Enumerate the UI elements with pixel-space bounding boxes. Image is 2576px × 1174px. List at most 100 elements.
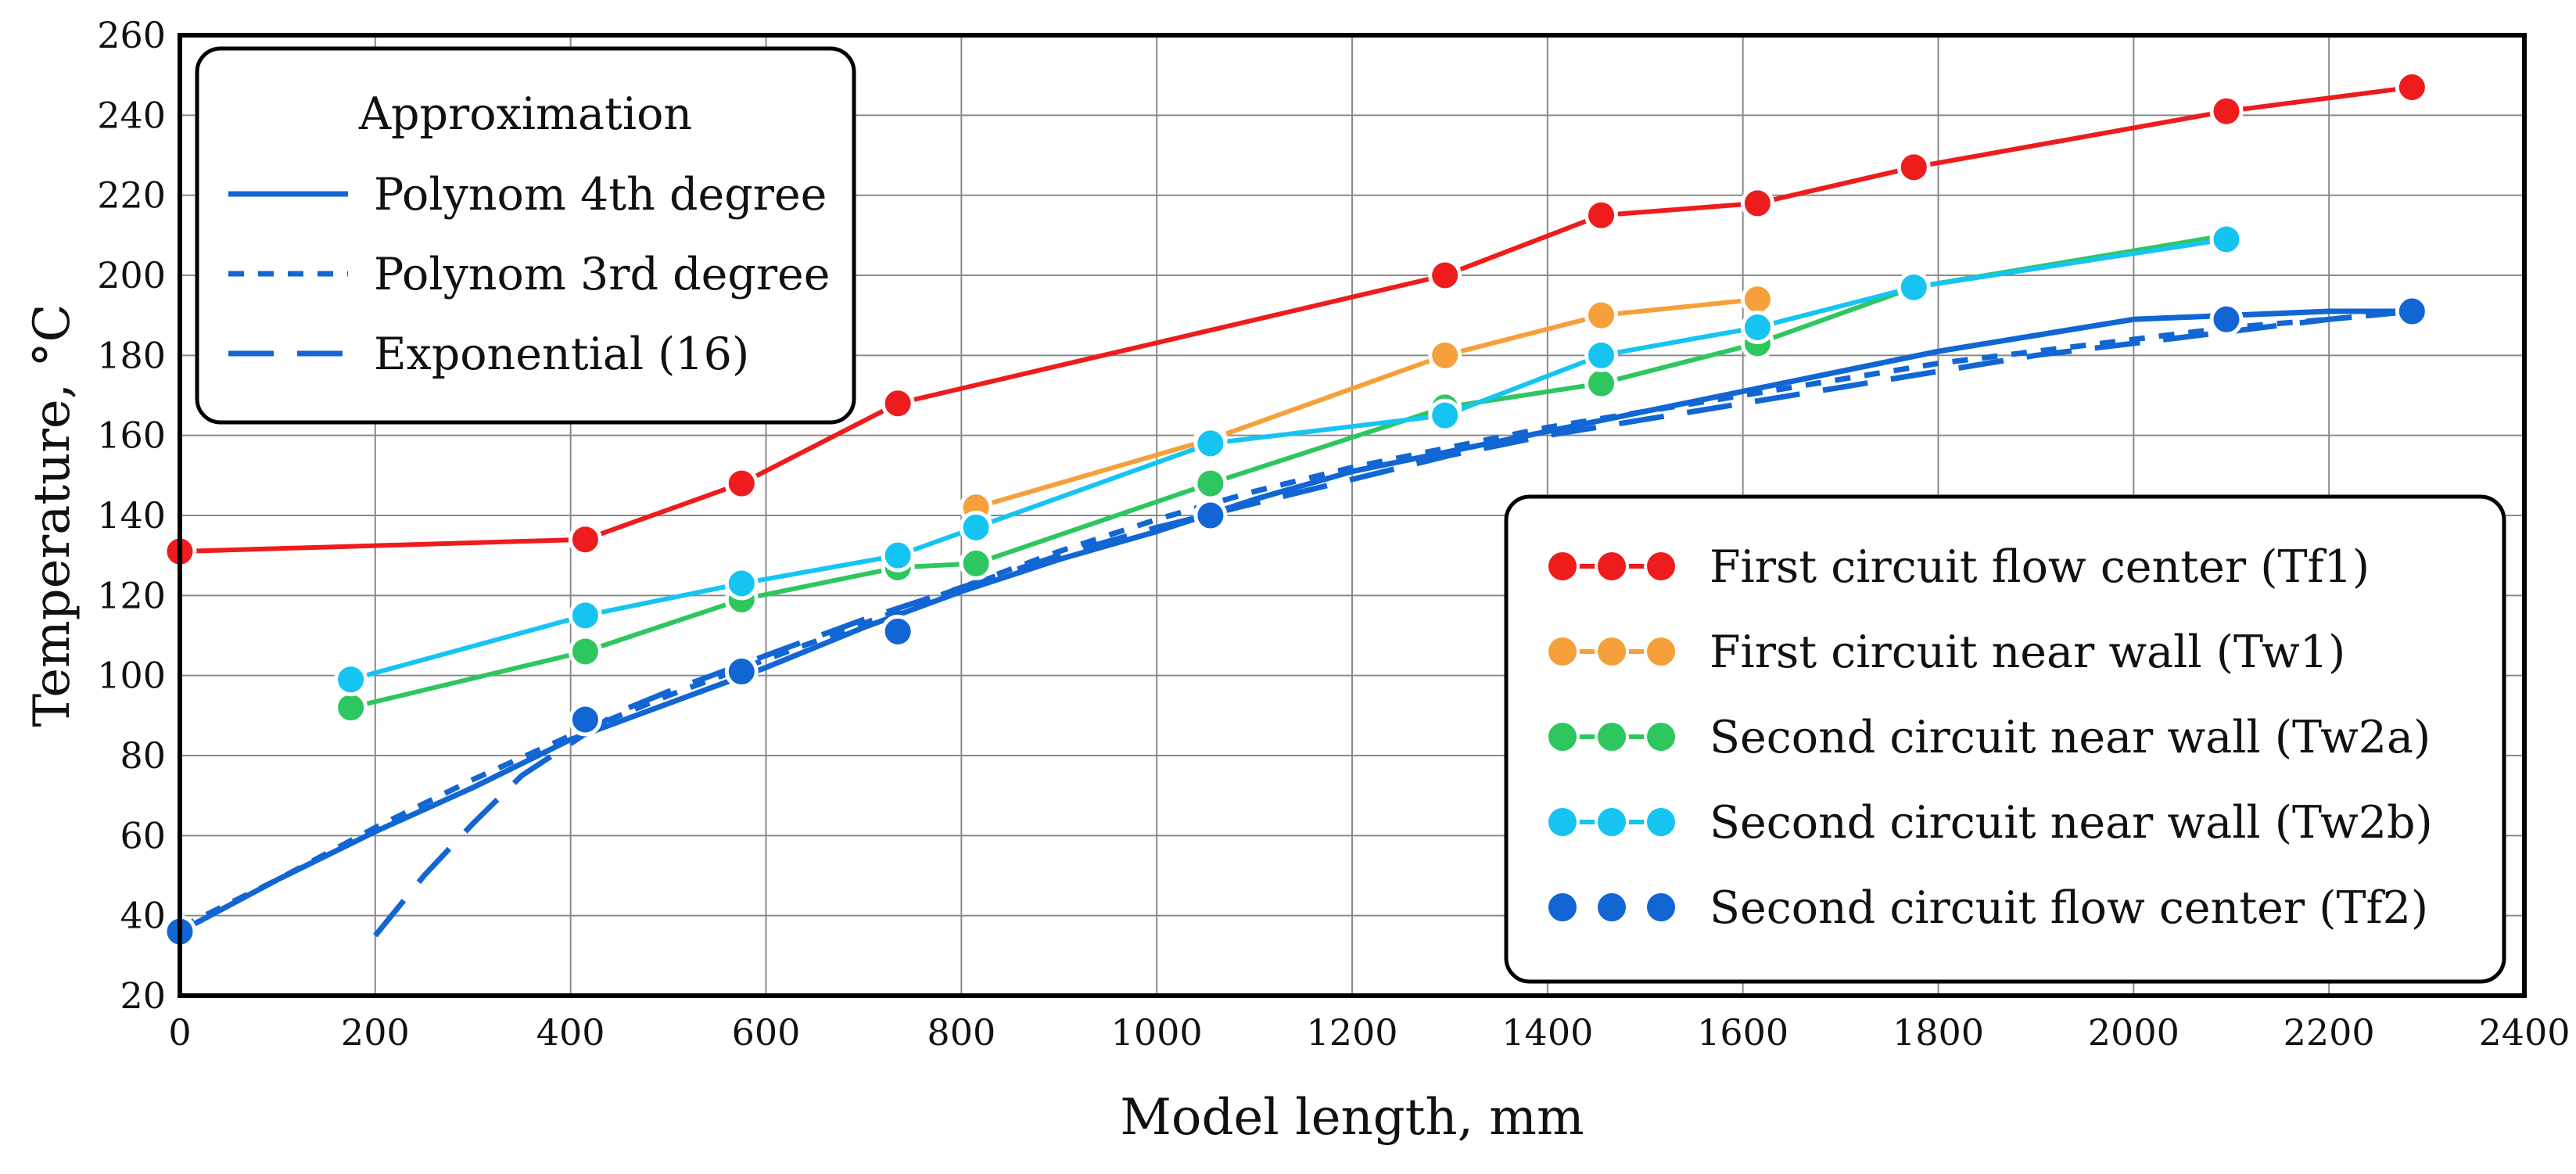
legend-swatch-marker [1595,549,1629,583]
x-tick-label: 1400 [1501,1011,1593,1054]
y-tick-label: 60 [120,814,166,856]
x-tick-labels: 0 200 400 600 800 1000 1200 1400 1600 1800 2000 220… [168,1011,2570,1054]
y-tick-label: 40 [120,895,166,937]
x-tick-label: 1800 [1893,1011,1984,1054]
approximation-legend-box [195,46,856,425]
series-legend-label: Second circuit near wall (Tw2a) [1710,712,2431,763]
legend-swatch-marker [1545,890,1580,924]
data-point [1896,270,1931,304]
legend-swatch-marker [1595,890,1629,924]
x-tick-label: 1200 [1306,1011,1397,1054]
plot-frame [178,33,2527,998]
data-point [334,662,368,697]
data-point [724,566,759,601]
data-point [959,510,993,544]
y-tick-label: 200 [97,254,166,296]
y-tick-label: 100 [97,655,166,697]
legend-swatch-marker [1644,720,1678,754]
legend-swatch-marker [1644,890,1678,924]
x-tick-label: 0 [168,1011,191,1054]
data-point [2209,222,2244,257]
data-point [1428,398,1462,433]
data-point [568,522,602,557]
approximation-curve-long-dash [373,308,2413,938]
x-tick-label: 2400 [2478,1011,2570,1054]
data-point [881,538,915,573]
data-point [334,691,368,725]
y-axis-title: Temperature, °C [23,304,81,727]
x-tick-label: 2200 [2284,1011,2375,1054]
data-point [1428,338,1462,372]
y-tick-label: 20 [120,975,166,1017]
data-point [881,386,915,421]
legend-swatch-marker [1595,634,1629,669]
approximation-legend-label: Exponential (16) [374,329,749,380]
legend-swatch-marker [1644,805,1678,839]
y-tick-label: 220 [97,174,166,217]
y-tick-labels: 20 40 60 80 100 120 140 160 180 200 220 240 260 [97,14,166,1017]
data-point [2209,94,2244,128]
x-axis-title: Model length, mm [1120,1089,1584,1147]
y-tick-label: 160 [97,415,166,457]
series-legend: First circuit flow center (Tf1) First cir… [1504,494,2506,984]
approximation-curve-solid [178,308,2413,935]
x-tick-label: 1000 [1111,1011,1203,1054]
series-legend-label: Second circuit near wall (Tw2b) [1710,797,2433,849]
approximation-lines [178,308,2413,938]
x-tick-label: 2000 [2088,1011,2180,1054]
y-tick-label: 260 [97,14,166,56]
legend-swatch-marker [1595,805,1629,839]
data-point [1193,466,1228,501]
legend-swatch-marker [1545,634,1580,669]
data-point [1584,198,1619,232]
legend-swatch-marker [1595,720,1629,754]
series-legend-label: Second circuit flow center (Tf2) [1710,882,2428,934]
x-tick-label: 400 [536,1011,605,1054]
data-point [568,598,602,633]
approximation-curve-short-dash [178,308,2413,931]
approximation-legend-label: Polynom 3rd degree [374,249,831,300]
data-point [1896,150,1931,185]
data-point [1428,258,1462,293]
series-legend-label: First circuit flow center (Tf1) [1710,541,2370,593]
data-point [568,634,602,669]
data-point [2209,302,2244,336]
legend-swatch-marker [1545,549,1580,583]
data-point [1193,426,1228,461]
series-markers [163,70,2429,949]
data-point [1740,282,1774,317]
data-point [2395,294,2429,329]
approximation-legend-title: Approximation [358,88,692,140]
data-point [2395,70,2429,105]
data-point [724,655,759,689]
legend-swatch-marker [1644,549,1678,583]
approximation-legend-label: Polynom 4th degree [374,169,827,221]
data-point [1193,498,1228,533]
data-point [881,614,915,648]
data-point [568,702,602,737]
x-tick-label: 800 [927,1011,996,1054]
x-tick-label: 600 [732,1011,801,1054]
legend-swatch-marker [1644,634,1678,669]
data-point [959,546,993,580]
y-tick-label: 120 [97,574,166,616]
data-point [724,466,759,501]
y-tick-label: 180 [97,334,166,376]
series-line-0 [179,84,2413,555]
data-point [1740,311,1774,345]
x-tick-label: 200 [341,1011,410,1054]
y-tick-label: 240 [97,94,166,136]
data-point [1584,298,1619,332]
approximation-legend: Approximation Polynom 4th degree Polynom … [195,46,856,425]
legend-swatch-marker [1545,720,1580,754]
y-tick-label: 80 [120,734,166,777]
data-point [1584,338,1619,372]
y-tick-label: 140 [97,494,166,537]
x-tick-label: 1600 [1697,1011,1788,1054]
data-point [1584,366,1619,400]
series-legend-box [1504,494,2506,984]
data-point [1740,186,1774,221]
legend-swatch-marker [1545,805,1580,839]
series-legend-label: First circuit near wall (Tw1) [1710,626,2345,678]
